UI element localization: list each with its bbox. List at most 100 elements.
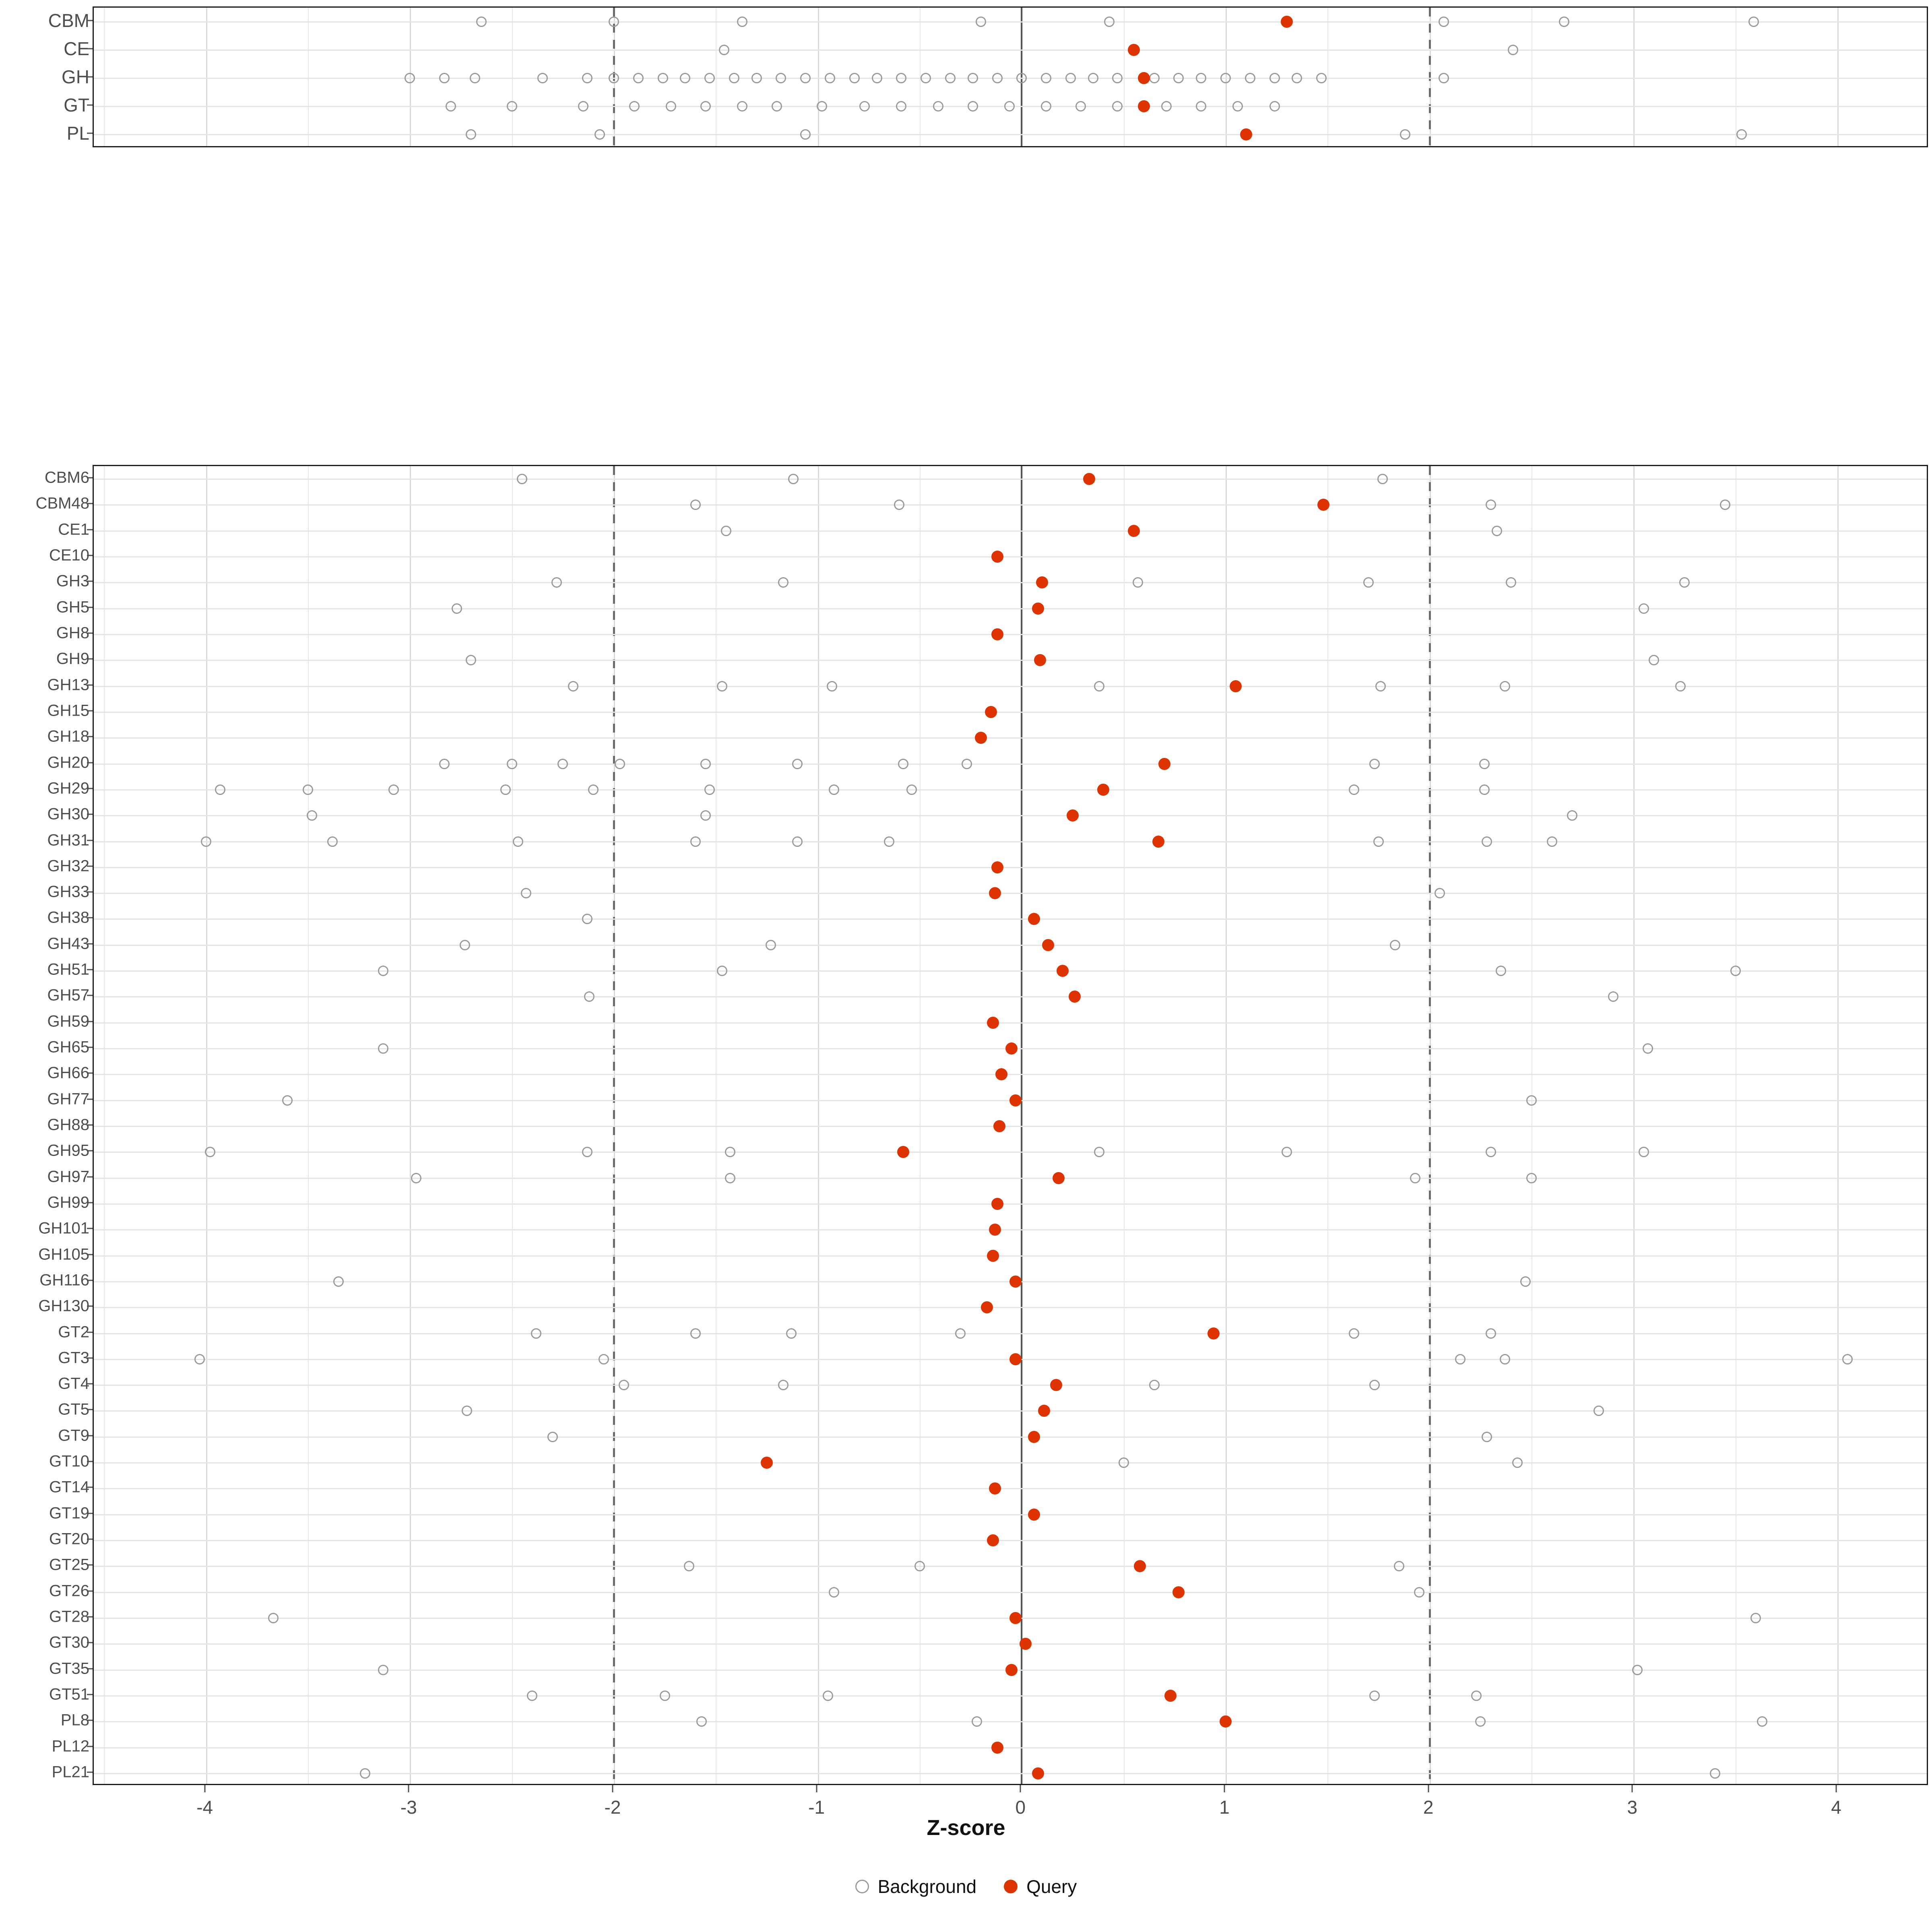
gridline-y-GH15 bbox=[94, 711, 1927, 713]
background-point bbox=[1075, 101, 1086, 111]
y-tick-GT4 bbox=[87, 1383, 93, 1385]
query-point-GH130 bbox=[981, 1301, 993, 1314]
background-point bbox=[466, 655, 477, 666]
gridline-y-CE bbox=[94, 50, 1927, 51]
zero-line bbox=[1021, 466, 1023, 1784]
gridline-x-minor bbox=[308, 466, 309, 1784]
query-point-GH43 bbox=[1042, 939, 1055, 951]
background-point bbox=[500, 784, 511, 795]
y-label-GT9: GT9 bbox=[58, 1426, 89, 1445]
legend-item-query[interactable]: Query bbox=[1004, 1876, 1077, 1897]
gridline-y-GH66 bbox=[94, 1074, 1927, 1075]
y-tick-GH33 bbox=[87, 891, 93, 893]
background-point bbox=[700, 810, 711, 821]
background-point bbox=[1173, 73, 1184, 83]
background-point bbox=[1094, 1147, 1104, 1158]
y-tick-GT26 bbox=[87, 1590, 93, 1592]
query-point-GH105 bbox=[987, 1249, 999, 1262]
y-label-GH43: GH43 bbox=[47, 935, 90, 953]
query-point-GT4 bbox=[1050, 1379, 1063, 1391]
background-point bbox=[582, 73, 593, 83]
background-point bbox=[967, 73, 978, 83]
gridline-x--4 bbox=[206, 466, 207, 1784]
background-point bbox=[1393, 1561, 1404, 1572]
background-point bbox=[609, 17, 619, 27]
query-point-GT25 bbox=[1134, 1560, 1146, 1573]
filled-circle-icon bbox=[1004, 1880, 1018, 1893]
background-point bbox=[896, 101, 907, 111]
y-tick-GH30 bbox=[87, 813, 93, 815]
x-tick-1 bbox=[1224, 1785, 1225, 1792]
gridline-y-GH33 bbox=[94, 893, 1927, 894]
y-label-GT3: GT3 bbox=[58, 1349, 89, 1367]
background-point bbox=[1245, 73, 1255, 83]
y-label-GH95: GH95 bbox=[47, 1141, 90, 1160]
background-point bbox=[307, 810, 318, 821]
gridline-x-minor bbox=[1123, 8, 1125, 146]
background-point bbox=[1757, 1716, 1767, 1727]
y-tick-GH31 bbox=[87, 840, 93, 841]
background-point bbox=[792, 758, 803, 769]
y-label-GH105: GH105 bbox=[38, 1245, 89, 1263]
background-point bbox=[194, 1354, 205, 1364]
y-tick-CBM48 bbox=[87, 503, 93, 504]
background-point bbox=[476, 17, 487, 27]
gridline-y-PL21 bbox=[94, 1773, 1927, 1774]
background-point bbox=[696, 1716, 707, 1727]
y-tick-GH38 bbox=[87, 917, 93, 919]
query-point-PL bbox=[1240, 128, 1252, 140]
x-tick--3 bbox=[408, 1785, 409, 1792]
query-point-GH32 bbox=[991, 861, 1003, 873]
background-point bbox=[506, 101, 517, 111]
query-point-GH3 bbox=[1036, 576, 1048, 589]
gridline-x-minor bbox=[104, 466, 105, 1784]
gridline-y-GH57 bbox=[94, 996, 1927, 998]
query-point-CBM6 bbox=[1083, 473, 1095, 485]
background-point bbox=[517, 474, 527, 485]
y-tick-GH99 bbox=[87, 1202, 93, 1203]
background-point bbox=[827, 681, 838, 691]
background-point bbox=[1104, 17, 1115, 27]
query-point-GT20 bbox=[987, 1534, 999, 1547]
query-point-GH15 bbox=[985, 706, 997, 718]
background-point bbox=[1842, 1354, 1853, 1364]
x-tick-3 bbox=[1631, 1785, 1633, 1792]
query-point-GH65 bbox=[1005, 1042, 1018, 1055]
query-point-GH38 bbox=[1028, 913, 1040, 925]
background-point bbox=[1363, 577, 1374, 588]
background-point bbox=[521, 888, 532, 899]
y-label-GT30: GT30 bbox=[49, 1633, 89, 1651]
background-point bbox=[921, 73, 931, 83]
gridline-x-minor bbox=[512, 8, 513, 146]
background-point bbox=[1118, 1457, 1129, 1468]
background-point bbox=[557, 758, 568, 769]
background-point bbox=[724, 1147, 735, 1158]
background-point bbox=[531, 1328, 542, 1339]
x-tick-label-0: 0 bbox=[1015, 1797, 1026, 1818]
query-point-GT9 bbox=[1028, 1430, 1040, 1443]
background-point bbox=[829, 784, 840, 795]
background-point bbox=[582, 914, 593, 925]
background-point bbox=[1149, 1380, 1160, 1391]
background-point bbox=[268, 1612, 279, 1623]
gridline-y-GT5 bbox=[94, 1410, 1927, 1412]
background-point bbox=[716, 966, 727, 976]
y-tick-GH66 bbox=[87, 1072, 93, 1074]
gridline-y-GT14 bbox=[94, 1488, 1927, 1490]
query-point-GH97 bbox=[1052, 1172, 1065, 1184]
background-point bbox=[945, 73, 956, 83]
background-point bbox=[1720, 500, 1731, 510]
y-label-GH15: GH15 bbox=[47, 702, 90, 720]
gridline-x--1 bbox=[817, 8, 819, 146]
y-tick-GH13 bbox=[87, 684, 93, 686]
background-point bbox=[466, 129, 477, 140]
background-point bbox=[729, 73, 739, 83]
query-point-GH18 bbox=[975, 732, 987, 744]
plot-area-top bbox=[94, 8, 1927, 146]
query-point-GH95 bbox=[897, 1146, 910, 1158]
y-label-GH: GH bbox=[62, 66, 89, 87]
y-tick-GT9 bbox=[87, 1435, 93, 1437]
y-label-PL: PL bbox=[66, 123, 89, 144]
background-point bbox=[1220, 73, 1231, 83]
legend-item-background[interactable]: Background bbox=[855, 1876, 976, 1897]
